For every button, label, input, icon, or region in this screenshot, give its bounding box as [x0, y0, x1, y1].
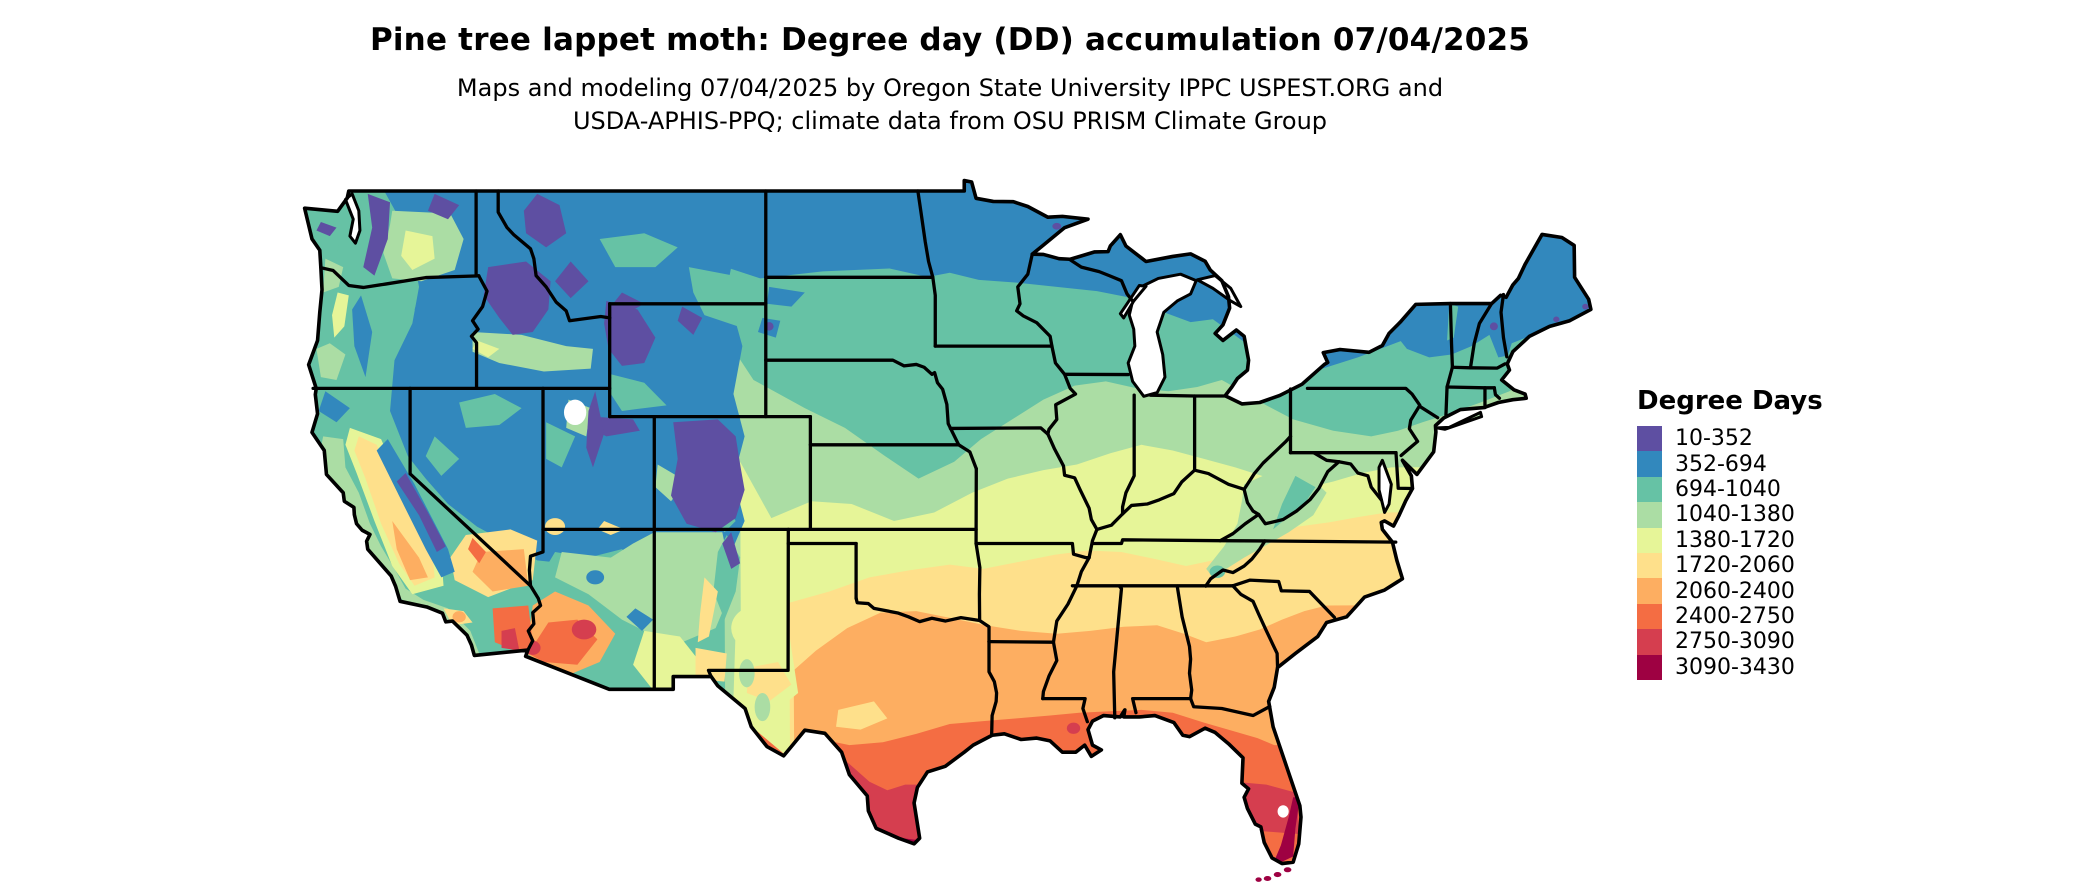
legend-label: 1380-1720 [1675, 527, 1795, 553]
map-subtitle: Maps and modeling 07/04/2025 by Oregon S… [0, 72, 1900, 138]
long-island [1437, 412, 1482, 429]
state-borders [313, 191, 1507, 734]
legend-item: 3090-3430 [1637, 654, 1823, 680]
legend-rows: 10-352 352-694 694-1040 1040-1380 1380-1720 1… [1637, 426, 1823, 680]
legend-swatch [1637, 502, 1662, 528]
lake-okeechobee [1277, 805, 1289, 818]
legend-item: 10-352 [1637, 426, 1823, 452]
legend-item: 1720-2060 [1637, 552, 1823, 579]
legend-item: 2750-3090 [1637, 629, 1823, 655]
figure-header: Pine tree lappet moth: Degree day (DD) a… [0, 0, 1900, 138]
puget-sound [345, 194, 359, 243]
legend-item: 1040-1380 [1637, 502, 1823, 528]
florida-keys [1255, 867, 1292, 882]
map-geo-group [187, 22, 1748, 892]
map-title: Pine tree lappet moth: Degree day (DD) a… [369, 22, 1531, 58]
legend-item: 2060-2400 [1637, 578, 1823, 604]
legend-swatch [1637, 426, 1662, 452]
legend-item: 2400-2750 [1637, 603, 1823, 630]
legend-swatch [1637, 527, 1662, 553]
map-subtitle-line2: USDA-APHIS-PPQ; climate data from OSU PR… [572, 107, 1328, 135]
legend: Degree Days 10-352 352-694 694-1040 1040-13… [1637, 386, 1823, 680]
legend-label: 10-352 [1675, 426, 1753, 452]
legend-label: 1720-2060 [1675, 553, 1795, 579]
legend-swatch [1637, 629, 1662, 655]
legend-label: 1040-1380 [1675, 502, 1795, 528]
legend-label: 2060-2400 [1675, 578, 1795, 604]
legend-label: 3090-3430 [1675, 654, 1795, 680]
legend-swatch [1637, 476, 1662, 503]
us-outline [305, 181, 1591, 864]
legend-label: 2750-3090 [1675, 629, 1795, 655]
legend-swatch [1637, 552, 1662, 579]
legend-label: 352-694 [1675, 451, 1767, 477]
legend-swatch [1637, 654, 1662, 680]
legend-item: 694-1040 [1637, 476, 1823, 503]
legend-swatch [1637, 603, 1662, 630]
degree-day-fill [304, 180, 1591, 864]
great-salt-lake [563, 399, 587, 426]
map-subtitle-line1: Maps and modeling 07/04/2025 by Oregon S… [456, 74, 1444, 102]
legend-title: Degree Days [1637, 386, 1823, 416]
legend-item: 352-694 [1637, 451, 1823, 477]
legend-label: 694-1040 [1675, 476, 1781, 502]
legend-swatch [1637, 578, 1662, 604]
legend-item: 1380-1720 [1637, 527, 1823, 553]
legend-swatch [1637, 451, 1662, 477]
legend-label: 2400-2750 [1675, 603, 1795, 629]
